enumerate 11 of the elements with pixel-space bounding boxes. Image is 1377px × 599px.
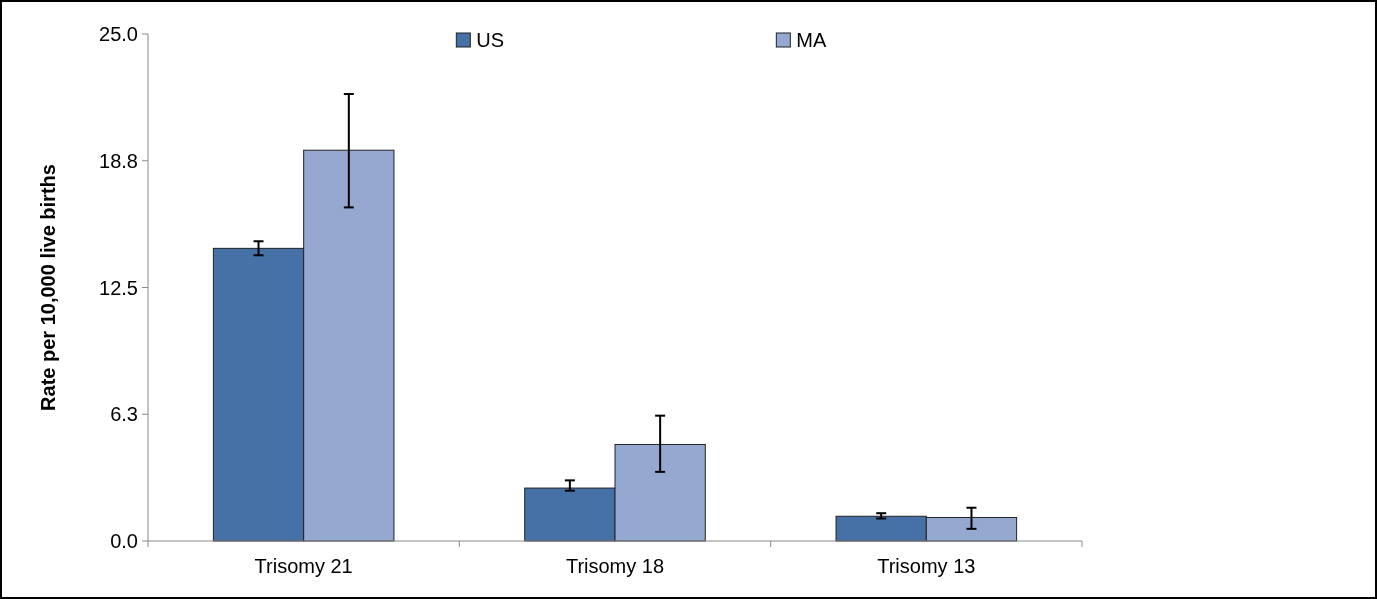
y-tick-label: 0.0	[110, 530, 138, 552]
y-tick-label: 18.8	[99, 149, 138, 172]
y-axis-title: Rate per 10,000 live births	[37, 164, 59, 411]
legend-label: US	[476, 29, 505, 51]
legend-label: MA	[796, 29, 827, 51]
x-tick-label: Trisomy 21	[254, 555, 353, 577]
y-tick-label: 6.3	[110, 403, 138, 426]
y-tick-label: 12.5	[99, 276, 138, 299]
y-tick-label: 25.0	[99, 23, 138, 45]
x-tick-label: Trisomy 18	[565, 555, 665, 577]
x-tick-label: Trisomy 13	[877, 555, 976, 577]
